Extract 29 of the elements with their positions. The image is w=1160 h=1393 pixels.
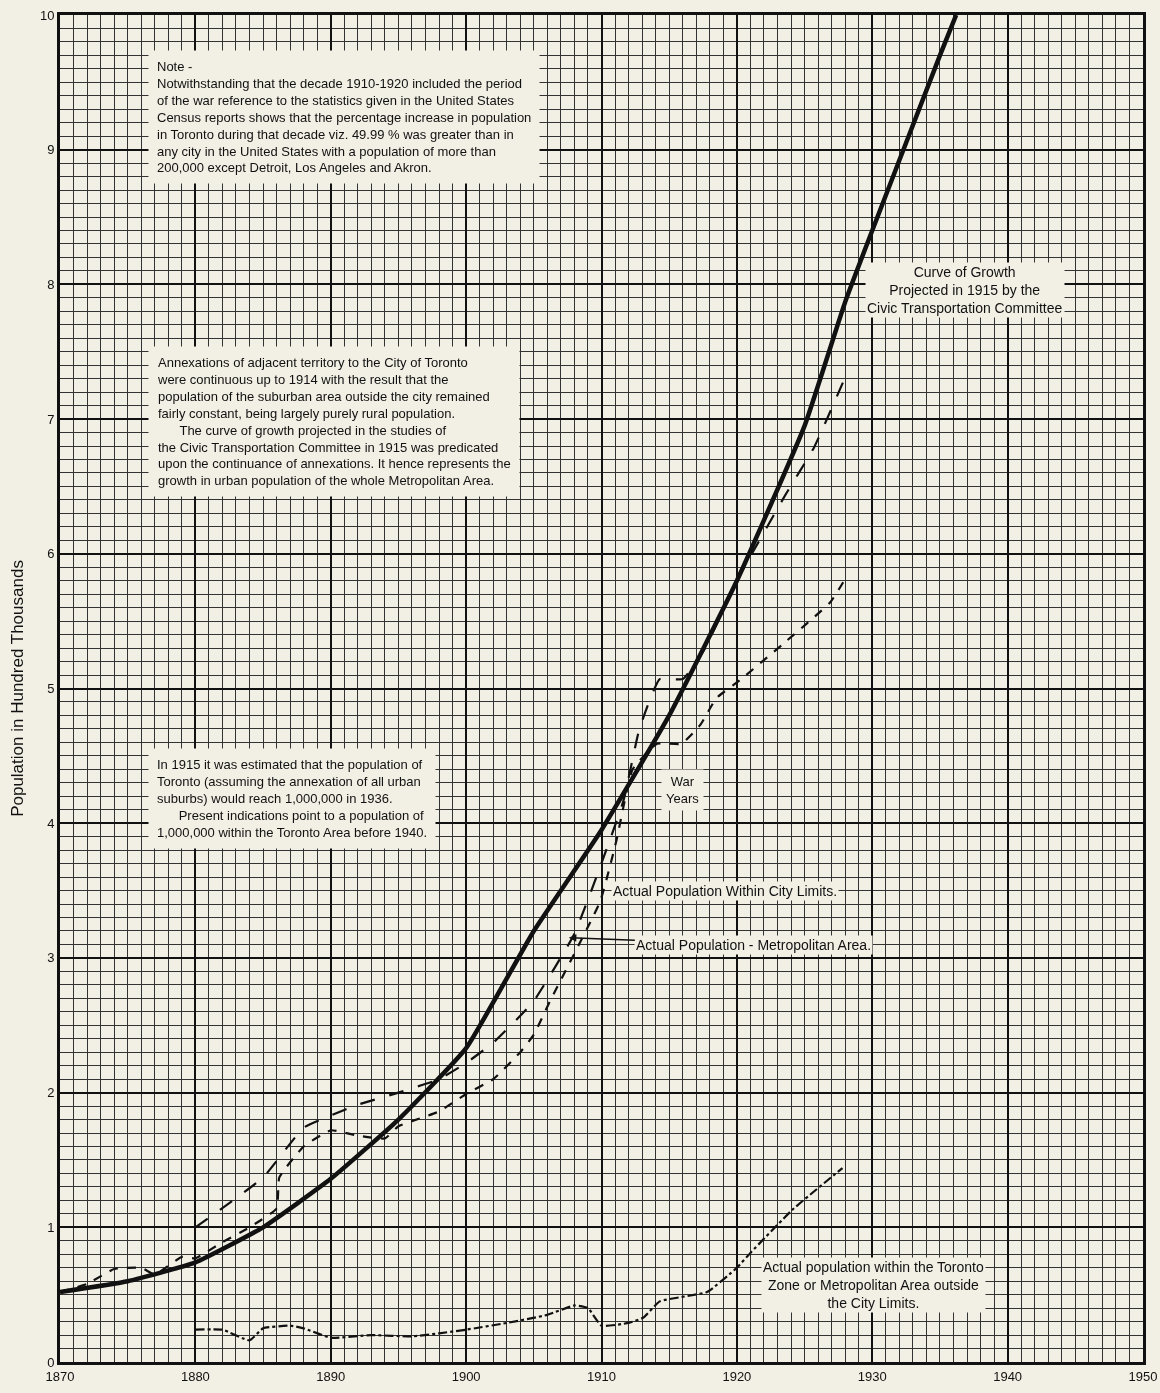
series-label: Curve of Growth Projected in 1915 by the Civic Transportation Committee bbox=[867, 264, 1063, 317]
y-tick-label: 9 bbox=[47, 142, 55, 158]
x-tick-label: 1940 bbox=[993, 1368, 1023, 1384]
x-tick-label: 1890 bbox=[316, 1368, 346, 1384]
x-tick-label: 1900 bbox=[451, 1368, 481, 1384]
y-tick-label: 10 bbox=[39, 7, 55, 23]
x-tick-label: 1870 bbox=[45, 1368, 75, 1384]
x-tick-label: 1950 bbox=[1128, 1368, 1158, 1384]
y-tick-label: 7 bbox=[47, 411, 55, 427]
annotation: Note - Notwithstanding that the decade 1910-1920 included the period of the war reference to the statistics given in the United States Census reports shows that the percentage increase in population in Toronto during that decade viz. 49.99 % was greater than in any city in the United States with a population of more than 200,000 except Detroit, Los Angeles and Akron. bbox=[157, 59, 532, 176]
y-tick-label: 1 bbox=[47, 1219, 55, 1235]
x-tick-label: 1930 bbox=[857, 1368, 887, 1384]
legend-label: Actual Population - Metropolitan Area. bbox=[636, 937, 872, 953]
annotation: Annexations of adjacent territory to the City of Toronto were continuous up to 1914 with the result that the population of the suburban area outside the city remained fairly constant, being largely purely rural population. The curve of growth projected in the studies of the Civic Transportation Committee in 1915 was predicated upon the continuance of annexations. It hence represents the growth in urban population of the whole Metropolitan Area. bbox=[157, 355, 511, 489]
annotation: War Years bbox=[666, 774, 700, 806]
annotation: In 1915 it was estimated that the population of Toronto (assuming the annexation of all urban suburbs) would reach 1,000,000 in 1936. Present indications point to a population of 1,000,000 within the Toronto Area before 1940. bbox=[157, 757, 428, 840]
y-tick-label: 3 bbox=[47, 950, 55, 966]
series-label: Actual population within the Toronto Zone or Metropolitan Area outside the City Limits. bbox=[763, 1259, 984, 1312]
y-tick-label: 5 bbox=[47, 681, 55, 697]
y-tick-label: 6 bbox=[47, 546, 55, 562]
x-tick-label: 1910 bbox=[587, 1368, 616, 1384]
y-tick-label: 4 bbox=[47, 815, 55, 831]
x-tick-label: 1880 bbox=[180, 1368, 210, 1384]
y-axis-title: Population in Hundred Thousands bbox=[8, 560, 28, 817]
y-tick-label: 8 bbox=[47, 276, 55, 292]
series-label: Actual Population Within City Limits. bbox=[613, 883, 838, 899]
x-tick-label: 1920 bbox=[722, 1368, 752, 1384]
y-tick-label: 0 bbox=[47, 1354, 55, 1370]
y-tick-label: 2 bbox=[47, 1085, 55, 1101]
